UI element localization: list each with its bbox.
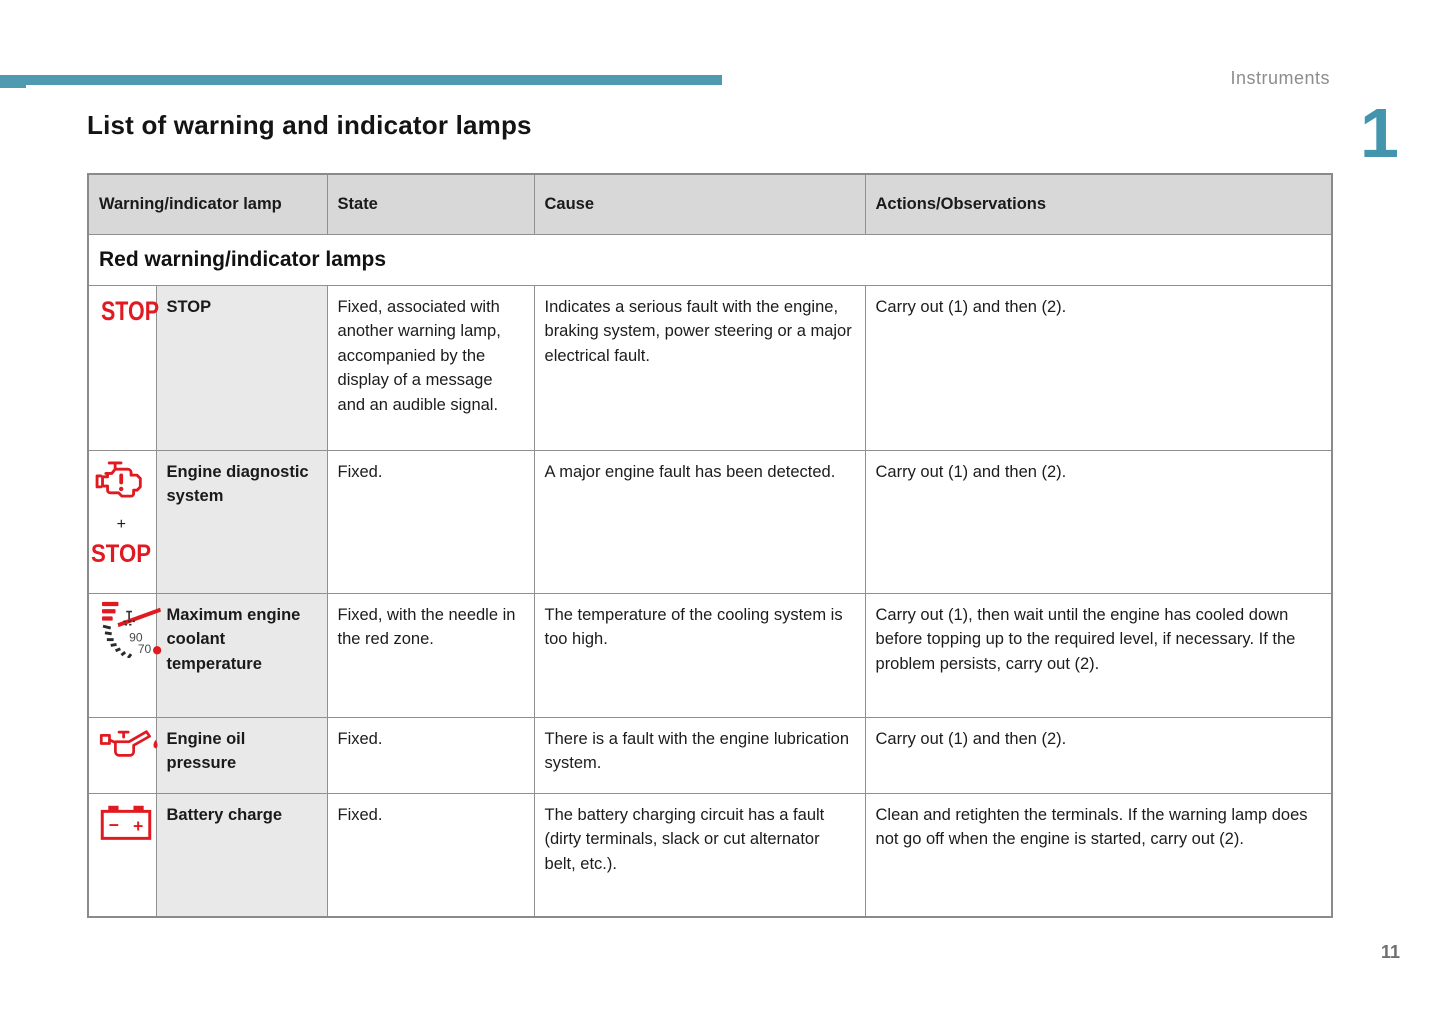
table-row: STOP STOP Fixed, associated with another…	[87, 285, 1333, 451]
engine-warning-icon	[93, 460, 149, 509]
coolant-temperature-gauge-icon: 90 70	[99, 601, 165, 662]
lamp-icon-cell: STOP	[87, 285, 159, 451]
section-header-label: Instruments	[1230, 68, 1330, 88]
chapter-number: 1	[1360, 94, 1399, 172]
lamp-name: Engine diagnostic system	[155, 450, 328, 594]
oil-can-icon	[99, 730, 161, 765]
lamp-icon-cell: − +	[87, 793, 157, 917]
column-header-cause: Cause	[533, 173, 866, 235]
lamp-name: Engine oil pressure	[155, 717, 328, 794]
lamp-actions: Carry out (1), then wait until the engin…	[864, 593, 1333, 718]
page-title: List of warning and indicator lamps	[87, 110, 532, 140]
warning-lamps-table: Warning/indicator lamp State Cause Actio…	[87, 173, 1334, 918]
lamp-state: Fixed, with the needle in the red zone.	[326, 593, 535, 718]
lamp-state: Fixed, associated with another warning l…	[326, 285, 535, 451]
stop-lamp-icon: STOP	[99, 296, 161, 329]
section-row-red-lamps: Red warning/indicator lamps	[87, 234, 1333, 286]
page-number: 11	[1381, 942, 1401, 962]
lamp-state: Fixed.	[326, 450, 535, 594]
section-title: Red warning/indicator lamps	[87, 234, 1333, 286]
lamp-name: Maximum engine coolant temperature	[155, 593, 328, 718]
lamp-actions: Carry out (1) and then (2).	[864, 450, 1333, 594]
svg-text:+: +	[133, 816, 143, 836]
table-row: 90 70 Maximum engine coolant temperature…	[87, 593, 1333, 718]
lamp-icon-cell: 90 70	[87, 593, 162, 718]
svg-text:70: 70	[138, 642, 152, 656]
battery-icon: − +	[99, 805, 153, 847]
column-header-lamp: Warning/indicator lamp	[87, 173, 328, 235]
teal-header-rule	[0, 75, 722, 85]
column-header-actions: Actions/Observations	[864, 173, 1333, 235]
svg-text:STOP: STOP	[101, 296, 159, 325]
lamp-cause: Indicates a serious fault with the engin…	[533, 285, 866, 451]
lamp-state: Fixed.	[326, 717, 535, 794]
lamp-cause: The temperature of the cooling system is…	[533, 593, 866, 718]
lamp-cause: There is a fault with the engine lubrica…	[533, 717, 866, 794]
column-header-state: State	[326, 173, 535, 235]
table-row: − + Battery charge Fixed. The battery ch…	[87, 793, 1333, 917]
lamp-actions: Carry out (1) and then (2).	[864, 717, 1333, 794]
plus-sign: +	[116, 516, 126, 534]
lamp-cause: A major engine fault has been detected.	[533, 450, 866, 594]
svg-text:STOP: STOP	[91, 540, 151, 567]
table-row: + STOP Engine diagnostic system Fixed. A…	[87, 450, 1333, 594]
lamp-cause: The battery charging circuit has a fault…	[533, 793, 866, 917]
svg-text:90: 90	[129, 631, 143, 645]
stop-lamp-icon: STOP	[89, 539, 153, 574]
table-header-row: Warning/indicator lamp State Cause Actio…	[87, 173, 1333, 235]
lamp-state: Fixed.	[326, 793, 535, 917]
lamp-name: STOP	[155, 285, 328, 451]
teal-header-rule-tip	[0, 75, 26, 88]
lamp-actions: Clean and retighten the terminals. If th…	[864, 793, 1333, 917]
lamp-actions: Carry out (1) and then (2).	[864, 285, 1333, 451]
svg-text:−: −	[109, 815, 119, 835]
lamp-icon-cell	[87, 717, 158, 794]
table-row: Engine oil pressure Fixed. There is a fa…	[87, 717, 1333, 794]
lamp-name: Battery charge	[155, 793, 328, 917]
lamp-icon-cell: + STOP	[87, 450, 157, 594]
